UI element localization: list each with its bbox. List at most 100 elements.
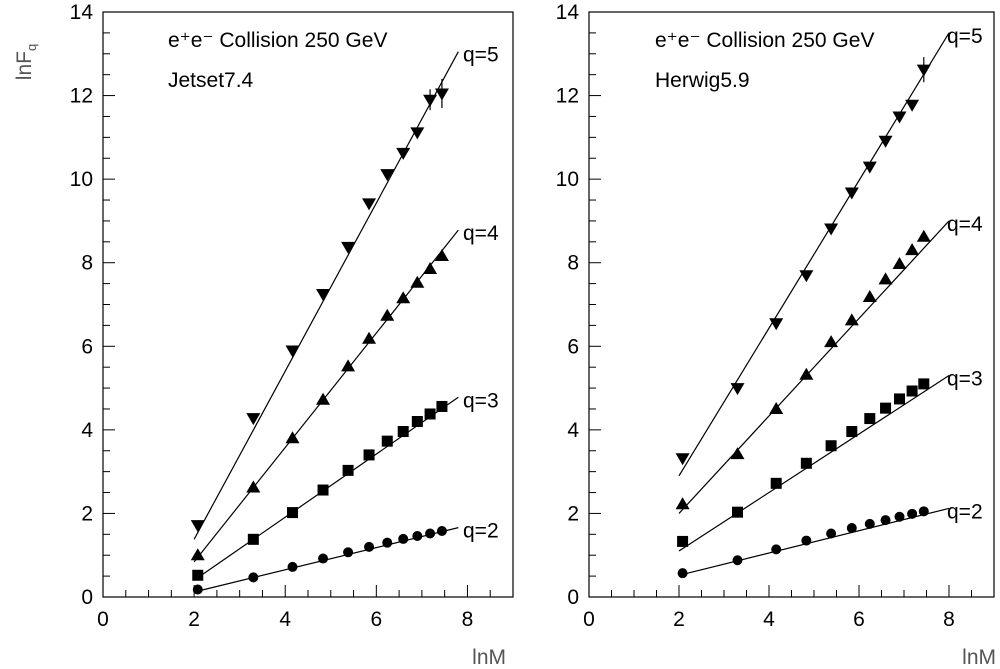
fit-line — [678, 32, 950, 477]
x-tick-label: 4 — [763, 608, 775, 631]
data-point — [918, 378, 930, 390]
data-point — [192, 569, 204, 581]
y-tick-label: 12 — [556, 85, 579, 108]
y-tick-label: 10 — [556, 168, 579, 191]
generator-label-left: Jetset7.4 — [168, 69, 254, 92]
data-point — [675, 497, 690, 510]
data-point — [677, 568, 688, 579]
data-point — [425, 528, 436, 539]
y-tick-label: 8 — [567, 252, 579, 275]
y-tick-label: 0 — [567, 586, 579, 609]
data-point — [341, 359, 356, 372]
data-point — [380, 169, 395, 182]
y-tick-label: 2 — [567, 502, 579, 525]
data-point — [190, 548, 205, 561]
data-point — [825, 440, 837, 452]
y-axis-title-sub: q — [24, 44, 39, 51]
data-point — [287, 561, 298, 572]
data-point — [436, 525, 447, 536]
markers-left — [190, 78, 449, 595]
data-point — [397, 426, 409, 438]
data-point — [342, 464, 354, 476]
data-point — [434, 249, 449, 262]
data-point — [436, 400, 448, 412]
data-point — [799, 270, 814, 283]
data-point — [771, 544, 782, 555]
x-tick-label: 4 — [279, 608, 291, 631]
data-point — [382, 537, 393, 548]
data-point — [362, 198, 377, 211]
data-point — [846, 426, 858, 438]
y-tick-label: 14 — [556, 1, 580, 24]
data-point — [844, 187, 859, 200]
x-axis-title-right: lnM — [962, 646, 996, 669]
data-point — [862, 289, 877, 302]
data-point — [363, 449, 375, 461]
y-tick-label: 6 — [81, 335, 93, 358]
data-point — [880, 515, 891, 526]
data-point — [864, 518, 875, 529]
data-point — [799, 367, 814, 380]
data-point — [246, 480, 261, 493]
axis-ticks-right — [588, 11, 995, 598]
plot-frame-right — [588, 11, 995, 598]
axis-ticks-left — [102, 11, 514, 598]
series-label: q=4 — [463, 222, 499, 245]
data-point — [730, 383, 745, 396]
data-point — [878, 135, 893, 148]
x-axis-title-left: lnM — [472, 646, 506, 669]
x-tick-label: 8 — [943, 608, 955, 631]
data-point — [770, 477, 782, 489]
data-point — [285, 431, 300, 444]
data-point — [730, 447, 745, 460]
data-point — [906, 385, 918, 397]
fit-line — [678, 375, 950, 552]
data-point — [423, 94, 438, 107]
tick-labels-right: 0 2 4 6 8 0 2 4 6 8 10 12 14 — [556, 1, 955, 631]
y-tick-label: 12 — [70, 85, 93, 108]
data-point — [317, 484, 329, 496]
data-point — [190, 520, 205, 533]
panel-right: 0 2 4 6 8 0 2 4 6 8 10 12 14 q=2 q=3 q=4 q=5 e⁺e⁻ Colli… — [556, 1, 996, 669]
series-label: q=3 — [947, 368, 983, 391]
data-point — [412, 530, 423, 541]
x-tick-label: 6 — [370, 608, 382, 631]
data-point — [732, 506, 743, 518]
data-point — [880, 402, 892, 414]
data-point — [862, 161, 877, 174]
y-tick-label: 2 — [81, 502, 93, 525]
data-point — [916, 64, 931, 77]
x-tick-label: 8 — [462, 608, 474, 631]
data-point — [800, 457, 812, 469]
data-point — [844, 313, 859, 326]
x-tick-label: 2 — [673, 608, 685, 631]
generator-label-right: Herwig5.9 — [655, 69, 750, 92]
plot-frame-left — [102, 11, 514, 598]
series-label: q=3 — [463, 389, 499, 412]
data-point — [247, 533, 259, 545]
data-point — [343, 547, 354, 558]
x-tick-label: 2 — [188, 608, 200, 631]
data-point — [846, 523, 857, 534]
data-point — [398, 533, 409, 544]
data-point — [732, 555, 743, 566]
data-point — [677, 535, 689, 547]
data-point — [287, 507, 299, 519]
series-labels-left: q=2 q=3 q=4 q=5 — [463, 44, 499, 543]
series-label: q=4 — [947, 213, 983, 236]
data-point — [341, 241, 356, 254]
data-point — [396, 291, 411, 304]
y-tick-label: 14 — [70, 1, 94, 24]
series-labels-right: q=2 q=3 q=4 q=5 — [947, 25, 983, 524]
markers-right — [675, 57, 931, 579]
y-tick-label: 6 — [567, 335, 579, 358]
data-point — [246, 413, 261, 426]
data-point — [423, 261, 438, 274]
series-label: q=2 — [947, 500, 983, 523]
x-tick-label: 6 — [853, 608, 865, 631]
data-point — [824, 223, 839, 236]
y-tick-label: 8 — [81, 252, 93, 275]
data-point — [364, 541, 375, 552]
data-point — [826, 528, 837, 539]
